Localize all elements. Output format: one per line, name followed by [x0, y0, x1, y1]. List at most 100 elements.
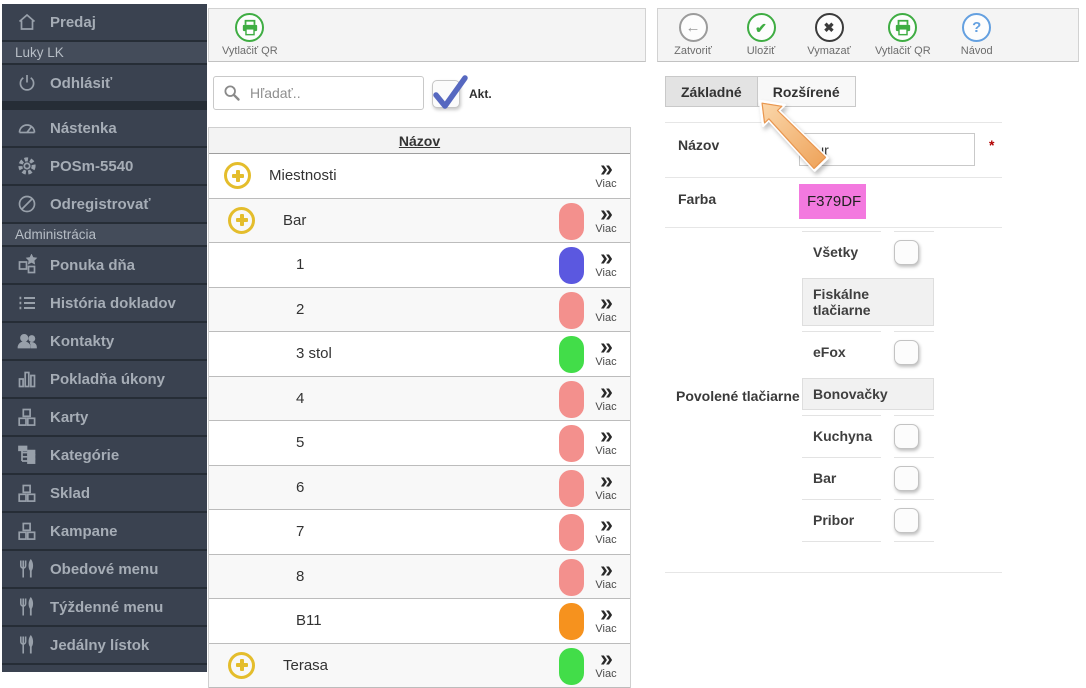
more-label: Viac: [595, 534, 617, 546]
more-button[interactable]: » Viac: [587, 201, 625, 235]
sidebar-item-karty[interactable]: Karty: [2, 399, 207, 435]
more-button[interactable]: » Viac: [587, 290, 625, 324]
table-row-b11[interactable]: B11 » Viac: [209, 599, 630, 644]
cutlery-icon: [15, 634, 39, 656]
expand-plus-icon[interactable]: [228, 206, 255, 234]
divider: [665, 122, 1002, 123]
active-checkbox[interactable]: [432, 80, 460, 108]
tab-rozsirene[interactable]: Rozšírené: [756, 76, 856, 107]
row-name: Bar: [283, 211, 307, 229]
more-button[interactable]: » Viac: [587, 422, 625, 458]
tab-zakladne[interactable]: Základné: [665, 76, 758, 107]
more-button[interactable]: » Viac: [587, 333, 625, 369]
more-label: Viac: [595, 222, 617, 235]
more-button[interactable]: » Viac: [587, 157, 625, 191]
cutlery-icon: [15, 558, 39, 580]
more-button[interactable]: » Viac: [587, 246, 625, 280]
double-chevron-icon: »: [600, 466, 613, 493]
printer-checkbox-vsetky[interactable]: [894, 240, 919, 265]
search-box: [213, 76, 431, 110]
sidebar-item-predaj[interactable]: Predaj: [2, 4, 207, 40]
printer-checkbox-pribor[interactable]: [894, 508, 919, 533]
sitemap-icon: [15, 444, 39, 466]
expand-plus-icon[interactable]: [224, 162, 251, 189]
table-row-3-stol[interactable]: 3 stol » Viac: [209, 332, 630, 377]
printer-checkbox-kuchyna[interactable]: [894, 424, 919, 449]
double-chevron-icon: »: [600, 422, 613, 448]
more-button[interactable]: » Viac: [587, 466, 625, 502]
double-chevron-icon: »: [600, 333, 613, 359]
sidebar-item-blank[interactable]: [2, 665, 207, 672]
table-row-bar[interactable]: Bar » Viac: [209, 198, 630, 243]
toolbar-button-vymazat[interactable]: ✖ Vymazať: [807, 13, 851, 57]
row-color-pill: [559, 558, 584, 596]
detail-tabs: Základné Rozšírené: [665, 76, 856, 107]
sidebar-item-pokladna-ukony[interactable]: Pokladňa úkony: [2, 361, 207, 397]
toolbar-button-label: Návod: [960, 45, 993, 57]
sidebar-label: Kampane: [50, 522, 118, 540]
table-row-miestnosti[interactable]: Miestnosti » Viac: [209, 154, 630, 199]
sidebar-item-posm-5540[interactable]: POSm-5540: [2, 148, 207, 184]
sidebar-item-obedove-menu[interactable]: Obedové menu: [2, 551, 207, 587]
toolbar-button-navod[interactable]: ? Návod: [955, 13, 999, 57]
more-button[interactable]: » Viac: [587, 600, 625, 636]
printer-checkbox-bar[interactable]: [894, 466, 919, 491]
sidebar-label: Nástenka: [50, 119, 117, 137]
toolbar-button-zatvorit[interactable]: ← Zatvoriť: [671, 13, 715, 57]
printer-group-header-bonovacky: Bonovačky: [802, 378, 934, 410]
printer-label: eFox: [802, 331, 881, 373]
color-swatch[interactable]: F379DF: [799, 184, 866, 219]
sidebar-item-nastenka[interactable]: Nástenka: [2, 110, 207, 146]
color-field-label: Farba: [678, 191, 717, 207]
sidebar-item-kampane[interactable]: Kampane: [2, 513, 207, 549]
sidebar-item-kategorie[interactable]: Kategórie: [2, 437, 207, 473]
double-chevron-icon: »: [600, 600, 613, 626]
more-label: Viac: [595, 311, 617, 324]
printer-checkbox-efox[interactable]: [894, 340, 919, 365]
printer-row-pribor: Pribor: [802, 499, 934, 542]
table-row-6[interactable]: 6 » Viac: [209, 465, 630, 510]
more-button[interactable]: » Viac: [587, 379, 625, 413]
bar-chart-icon: [15, 368, 39, 390]
more-button[interactable]: » Viac: [587, 644, 625, 680]
more-label: Viac: [595, 623, 617, 635]
search-input[interactable]: [250, 85, 431, 101]
table-row-terasa[interactable]: Terasa » Viac: [209, 643, 630, 688]
sidebar-item-tyzdenne-menu[interactable]: Týždenné menu: [2, 589, 207, 625]
table-row-7[interactable]: 7 » Viac: [209, 510, 630, 555]
table-body: Miestnosti» Viac Bar» Viac 1» Viac 2» Viac 3 sto…: [209, 154, 630, 688]
sidebar-item-ponuka-dna[interactable]: Ponuka dňa: [2, 247, 207, 283]
home-icon: [15, 11, 39, 33]
row-name: B11: [296, 612, 322, 629]
printer-row-vsetky: Všetky: [802, 231, 934, 273]
row-name: 6: [296, 478, 305, 496]
sidebar-label: Jedálny lístok: [50, 636, 150, 654]
sidebar-item-historia-dokladov[interactable]: História dokladov: [2, 285, 207, 321]
expand-plus-icon[interactable]: [228, 651, 255, 679]
sidebar-item-kontakty[interactable]: Kontakty: [2, 323, 207, 359]
printer-checkbox-cell: [894, 457, 934, 499]
printer-checkbox-cell: [894, 331, 934, 373]
more-button[interactable]: » Viac: [587, 557, 625, 591]
sidebar-label: Týždenné menu: [50, 598, 164, 616]
name-input[interactable]: [799, 133, 975, 166]
table-row-2[interactable]: 2 » Viac: [209, 287, 630, 332]
sidebar-section-luky-lk: Luky LK: [2, 42, 207, 63]
toolbar-button-vytlacit-qr[interactable]: Vytlačiť QR: [875, 13, 931, 57]
toolbar-button-ulozit[interactable]: ✔ Uložiť: [739, 13, 783, 57]
sidebar-item-odhlasit[interactable]: Odhlásiť: [2, 65, 207, 101]
sidebar-item-odregistrovat[interactable]: Odregistrovať: [2, 186, 207, 222]
table-row-4[interactable]: 4 » Viac: [209, 376, 630, 421]
sidebar-item-jedalny-listok[interactable]: Jedálny lístok: [2, 627, 207, 663]
column-header-nazov[interactable]: Názov: [398, 132, 441, 149]
printer-icon: [235, 13, 265, 42]
more-button[interactable]: » Viac: [587, 513, 625, 547]
double-chevron-icon: »: [600, 644, 613, 671]
sidebar-item-sklad[interactable]: Sklad: [2, 475, 207, 511]
table-row-1[interactable]: 1 » Viac: [209, 243, 630, 288]
table-row-5[interactable]: 5 » Viac: [209, 421, 630, 466]
toolbar-button-vytlacit-qr[interactable]: Vytlačiť QR: [222, 13, 278, 57]
more-label: Viac: [595, 178, 617, 190]
table-row-8[interactable]: 8 » Viac: [209, 554, 630, 599]
sidebar-label: Administrácia: [15, 227, 97, 242]
